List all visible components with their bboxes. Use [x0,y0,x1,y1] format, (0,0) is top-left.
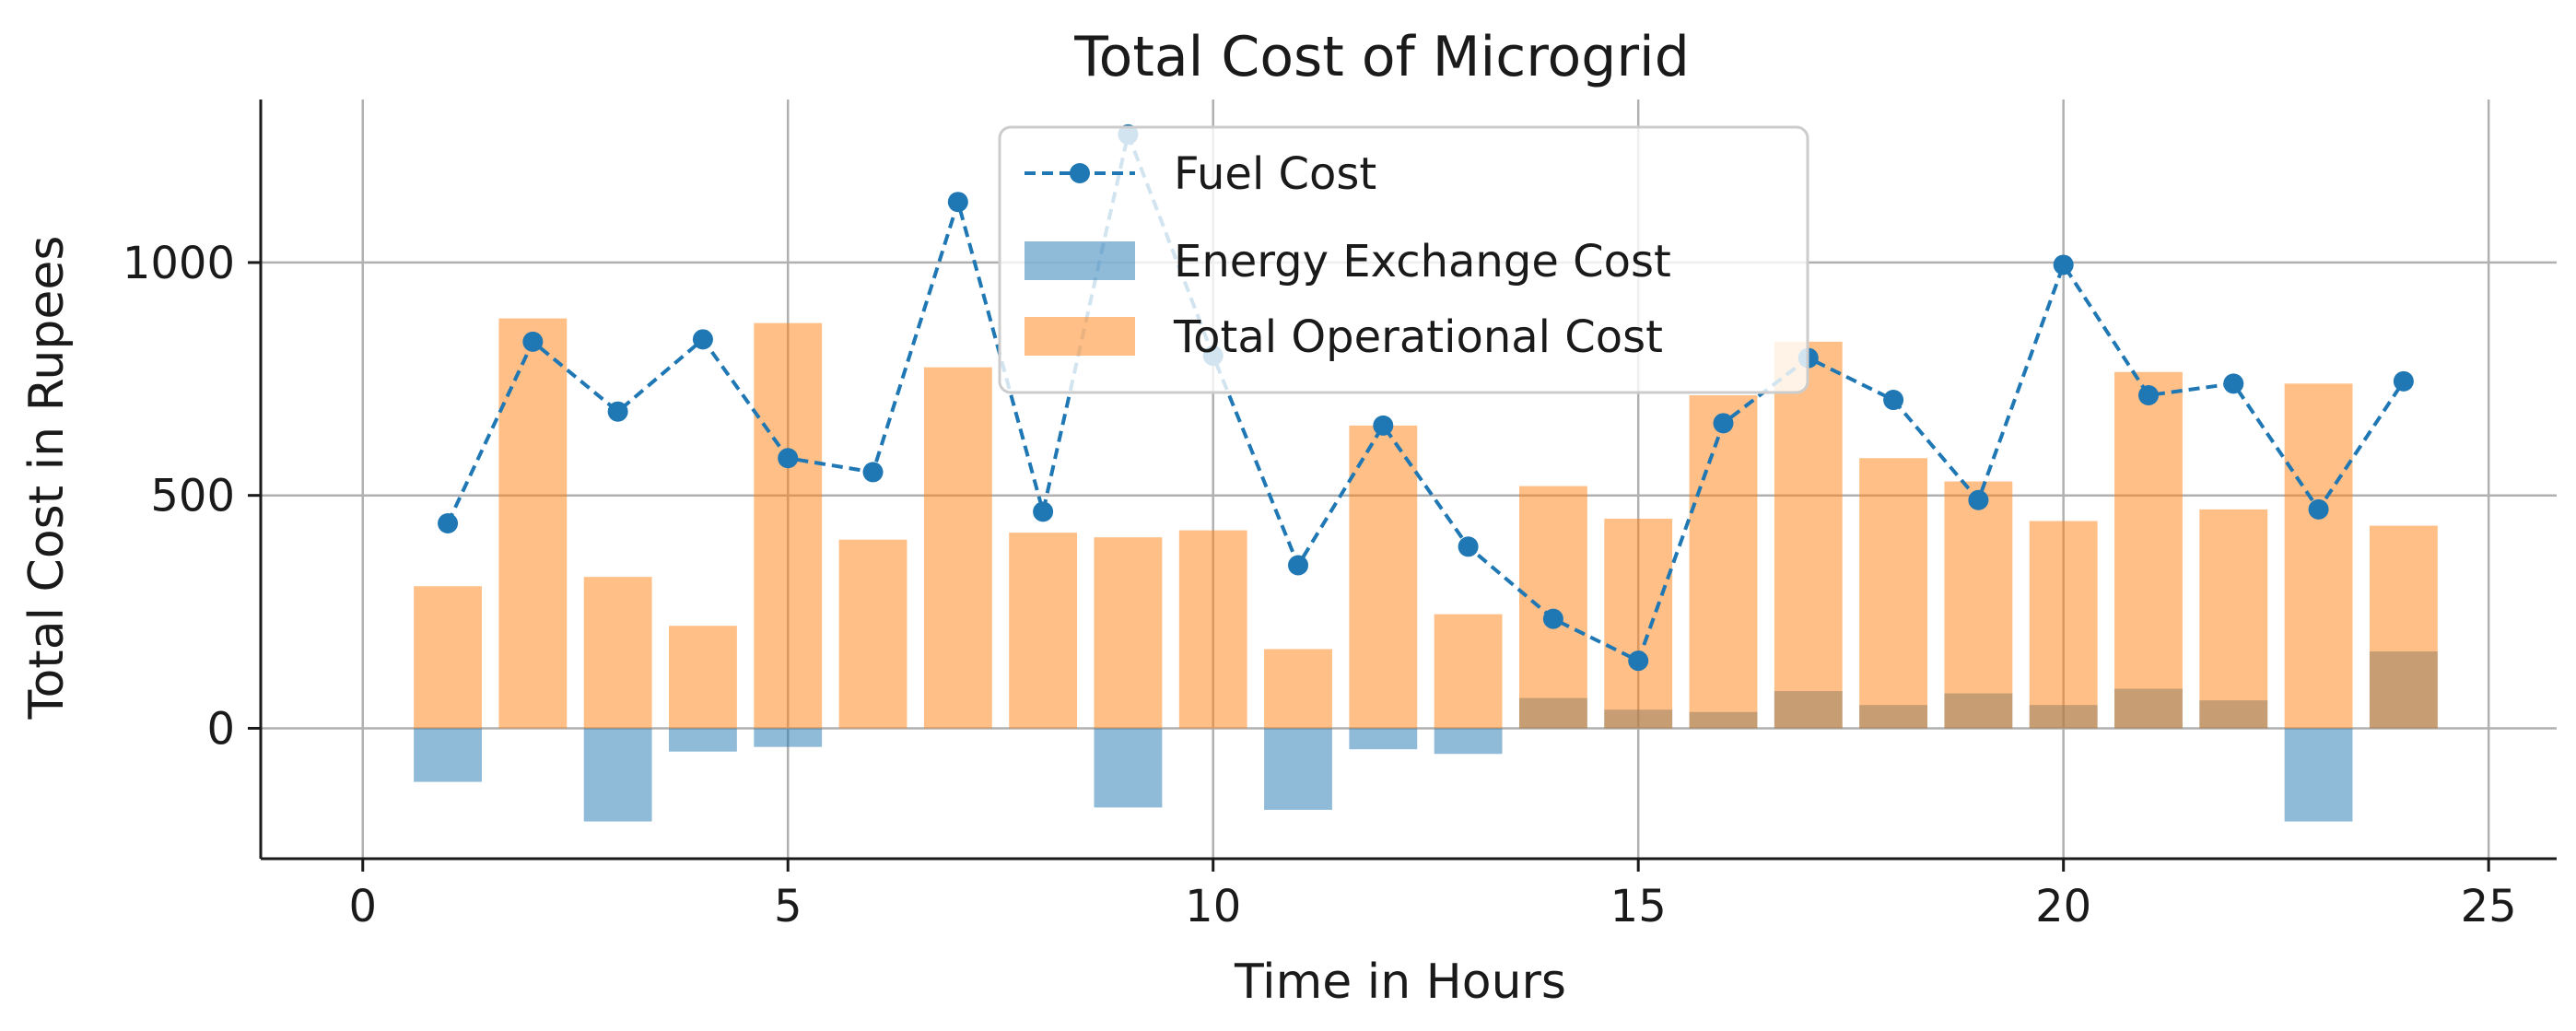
energy-exchange-bar [669,728,737,752]
ticks: 0 5 10 15 20 25 0 500 1000 [123,238,2517,932]
fuel-cost-line [446,128,2406,663]
fuel-cost-point [862,462,884,483]
legend-label-fuel-cost: Fuel Cost [1174,148,1376,200]
total-operational-bar [2114,371,2183,729]
energy-exchange-bar [1349,728,1418,750]
x-axis-label: Time in Hours [1234,955,1566,1010]
fuel-cost-point [947,192,968,213]
y-tick-label: 500 [150,471,235,522]
total-operational-bar [1349,425,1418,729]
energy-exchange-bar [414,728,482,782]
legend-item-energy-exchange: Energy Exchange Cost [1025,236,1671,287]
fuel-cost-point [2393,370,2414,392]
y-tick-label: 1000 [123,238,235,289]
total-operational-bar [2029,521,2098,729]
total-operational-bar [1264,649,1332,729]
axes-frame [259,100,2557,861]
x-tick-label: 10 [1185,881,1241,932]
total-operational-bar [1604,518,1673,729]
fuel-cost-point [1883,390,1904,411]
total-operational-bar [1689,395,1758,729]
x-tick-label: 5 [774,881,802,932]
total-operational-bar [2284,383,2353,729]
legend-item-fuel-cost: Fuel Cost [1025,148,1376,200]
fuel-cost-point [2223,373,2244,394]
total-operational-bar [1178,530,1247,729]
total-operational-bar [1094,537,1163,729]
fuel-cost-point [607,401,628,422]
fuel-cost-point [1373,415,1394,436]
chart-title: Total Cost of Microgrid [1073,25,1690,89]
total-operational-bar [414,586,482,729]
fuel-cost-point [2053,254,2074,275]
total-operational-bar [923,367,992,729]
legend-swatch-energy-exchange [1025,241,1135,280]
energy-exchange-bar [583,728,652,822]
energy-exchange-bar [754,728,823,747]
total-operational-bar [2199,509,2268,729]
energy-exchange-bar [1094,728,1163,808]
total-operational-bar [838,539,907,729]
fuel-cost-point [692,329,713,350]
total-operational-bar [2369,525,2438,729]
fuel-cost-point [1033,501,1054,522]
plot-area: 0 5 10 15 20 25 0 500 1000 [123,100,2557,932]
total-operational-bar [1859,458,1928,729]
y-axis-label: Total Cost in Rupees [19,236,75,721]
total-operational-bar [1518,486,1587,729]
x-tick-label: 25 [2461,881,2517,932]
fuel-cost-point [2308,498,2329,520]
legend-box [998,125,1809,394]
fuel-cost-point [1713,413,1734,434]
fuel-cost-point [522,331,544,352]
legend-label-total-operational: Total Operational Cost [1173,311,1663,363]
total-operational-bar [1944,481,2013,729]
legend-item-total-operational: Total Operational Cost [1025,311,1663,363]
legend-marker-swatch [1070,163,1090,183]
total-operational-bar [1774,341,1843,729]
fuel-cost-point [1458,536,1479,557]
fuel-cost-point [1628,650,1649,672]
fuel-cost-point [1968,489,1989,510]
y-tick-label: 0 [206,703,235,755]
fuel-cost-point [1542,608,1563,629]
total-operational-bar [583,577,652,729]
total-operational-bar [1009,533,1078,729]
total-operational-bar [1434,614,1503,729]
total-operational-bar [498,318,568,729]
energy-exchange-bar [1434,728,1503,755]
legend-label-energy-exchange: Energy Exchange Cost [1174,236,1671,287]
x-tick-label: 15 [1610,881,1667,932]
total-operational-bar [754,322,823,729]
x-tick-label: 20 [2035,881,2091,932]
fuel-cost-point [438,513,459,534]
x-tick-label: 0 [348,881,377,932]
energy-exchange-bar [2284,728,2353,822]
energy-exchange-bar [1264,728,1332,810]
total-operational-bars [414,318,2438,729]
legend: Fuel Cost Energy Exchange Cost Total Ope… [998,125,1809,394]
legend-swatch-total-operational [1025,317,1135,356]
fuel-cost-series [438,123,2414,672]
fuel-cost-point [1288,555,1309,576]
fuel-cost-point [778,448,799,469]
total-operational-bar [669,626,737,729]
fuel-cost-point [2137,385,2159,406]
